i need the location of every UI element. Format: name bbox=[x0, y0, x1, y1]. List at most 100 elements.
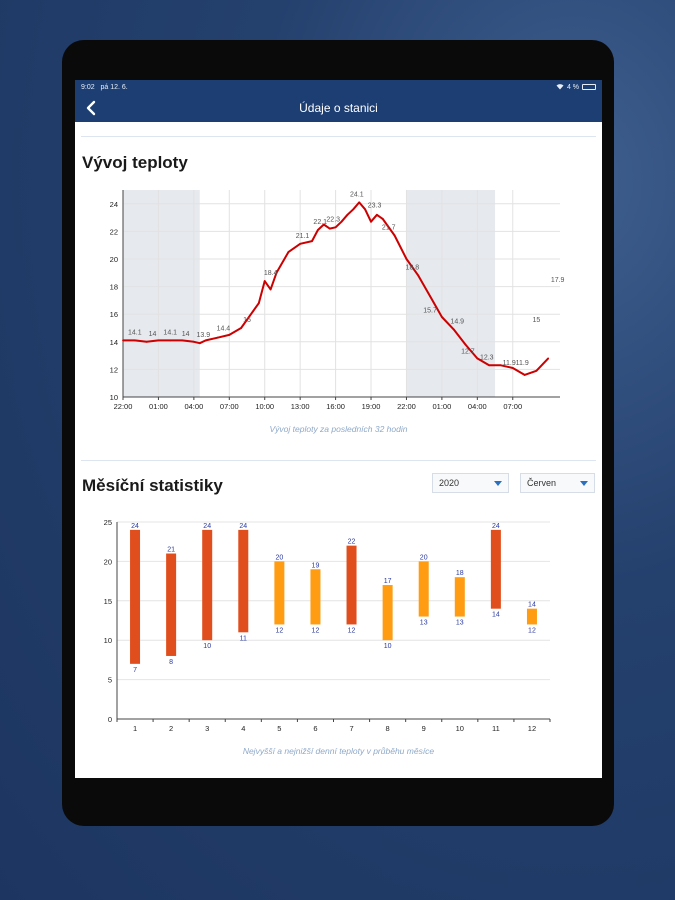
data-label: 12.3 bbox=[480, 354, 494, 361]
x-tick-label: 22:00 bbox=[114, 402, 133, 411]
temperature-range-bar bbox=[274, 561, 285, 625]
x-tick-label: 7 bbox=[349, 724, 353, 733]
temperature-point bbox=[429, 295, 431, 298]
temperature-point bbox=[464, 343, 467, 346]
temperature-point bbox=[316, 229, 319, 231]
temperature-point bbox=[346, 213, 349, 216]
data-label: 15 bbox=[532, 317, 540, 324]
temperature-point bbox=[269, 288, 272, 291]
x-tick-label: 3 bbox=[205, 724, 209, 733]
y-tick-label: 22 bbox=[110, 227, 118, 236]
low-value-label: 12 bbox=[528, 627, 536, 634]
temperature-point bbox=[311, 240, 313, 242]
temperature-point bbox=[157, 339, 160, 342]
temperature-point bbox=[417, 274, 420, 277]
y-tick-label: 12 bbox=[110, 365, 118, 374]
high-value-label: 19 bbox=[312, 562, 320, 569]
dropdown-arrow-icon bbox=[580, 481, 588, 486]
temperature-point bbox=[240, 327, 243, 329]
high-value-label: 24 bbox=[492, 523, 500, 530]
y-tick-label: 25 bbox=[104, 518, 112, 527]
temperature-point bbox=[405, 258, 408, 260]
temperature-point bbox=[352, 208, 355, 211]
temperature-point bbox=[216, 336, 219, 339]
temperature-range-bar bbox=[238, 529, 249, 633]
high-value-label: 24 bbox=[239, 523, 247, 530]
x-tick-label: 1 bbox=[133, 724, 137, 733]
low-value-label: 11 bbox=[240, 635, 247, 642]
temperature-point bbox=[358, 201, 361, 204]
temperature-range-bar bbox=[130, 529, 141, 664]
month-select[interactable]: Červen bbox=[520, 473, 595, 493]
x-tick-label: 07:00 bbox=[220, 402, 239, 411]
x-tick-label: 9 bbox=[422, 724, 426, 733]
low-value-label: 7 bbox=[133, 667, 137, 674]
data-label: 12.7 bbox=[461, 349, 475, 356]
x-tick-label: 01:00 bbox=[149, 402, 168, 411]
year-select[interactable]: 2020 bbox=[432, 473, 509, 493]
temperature-point bbox=[364, 208, 367, 211]
temperature-point bbox=[169, 339, 172, 342]
data-label: 11.9 bbox=[516, 360, 529, 367]
wifi-icon bbox=[556, 83, 564, 92]
y-tick-label: 16 bbox=[110, 310, 118, 319]
y-tick-label: 5 bbox=[108, 676, 112, 685]
temperature-point bbox=[500, 364, 502, 367]
low-value-label: 14 bbox=[492, 612, 500, 619]
x-tick-label: 12 bbox=[528, 724, 536, 733]
month-select-value: Červen bbox=[527, 478, 557, 488]
temperature-point bbox=[440, 316, 443, 318]
temperature-point bbox=[547, 357, 550, 360]
low-value-label: 13 bbox=[420, 620, 428, 627]
dropdown-arrow-icon bbox=[494, 481, 502, 486]
temperature-point bbox=[145, 340, 148, 343]
back-button[interactable] bbox=[81, 98, 101, 118]
temperature-point bbox=[122, 339, 124, 342]
status-date: pá 12. 6. bbox=[100, 83, 128, 91]
high-value-label: 24 bbox=[203, 523, 211, 530]
x-tick-label: 4 bbox=[241, 724, 245, 733]
temperature-range-bar bbox=[490, 529, 501, 609]
battery-icon bbox=[582, 84, 596, 90]
temperature-range-bar bbox=[310, 569, 321, 625]
y-tick-label: 15 bbox=[104, 597, 112, 606]
data-label: 21.7 bbox=[382, 225, 396, 232]
low-value-label: 12 bbox=[275, 627, 283, 634]
temperature-point bbox=[334, 226, 337, 229]
high-value-label: 17 bbox=[384, 578, 392, 585]
app-screen: 9:02 pá 12. 6. 4 % Údaje o stanici Vývoj… bbox=[75, 80, 602, 778]
temperature-point bbox=[370, 220, 372, 223]
night-band bbox=[406, 190, 496, 397]
temperature-point bbox=[252, 310, 254, 313]
x-tick-label: 11 bbox=[492, 724, 500, 733]
temperature-point bbox=[133, 339, 136, 342]
temperature-point bbox=[523, 374, 526, 376]
temperature-range-bar bbox=[526, 608, 537, 625]
data-label: 15.7 bbox=[423, 307, 437, 314]
low-value-label: 8 bbox=[169, 659, 173, 666]
high-value-label: 20 bbox=[275, 554, 283, 561]
temperature-point bbox=[192, 340, 195, 343]
temperature-range-bar bbox=[346, 545, 357, 625]
temperature-range-bar bbox=[202, 529, 213, 641]
high-value-label: 21 bbox=[167, 547, 175, 554]
x-tick-label: 19:00 bbox=[362, 402, 381, 411]
low-value-label: 12 bbox=[312, 627, 320, 634]
data-label: 11.9 bbox=[503, 360, 516, 367]
battery-level: 4 % bbox=[566, 83, 579, 91]
temperature-point bbox=[535, 369, 538, 372]
data-label: 24.1 bbox=[350, 191, 364, 198]
x-tick-label: 2 bbox=[169, 724, 173, 733]
data-label: 18.8 bbox=[406, 265, 420, 272]
data-label: 23.3 bbox=[368, 202, 382, 209]
temperature-point bbox=[275, 271, 278, 274]
y-tick-label: 24 bbox=[110, 200, 118, 209]
y-tick-label: 10 bbox=[104, 636, 112, 645]
temperature-point bbox=[228, 334, 231, 336]
temperature-point bbox=[287, 251, 290, 253]
y-tick-label: 20 bbox=[104, 557, 112, 566]
page-title: Údaje o stanici bbox=[299, 101, 378, 115]
low-value-label: 10 bbox=[203, 643, 211, 650]
status-time: 9:02 bbox=[81, 83, 95, 91]
